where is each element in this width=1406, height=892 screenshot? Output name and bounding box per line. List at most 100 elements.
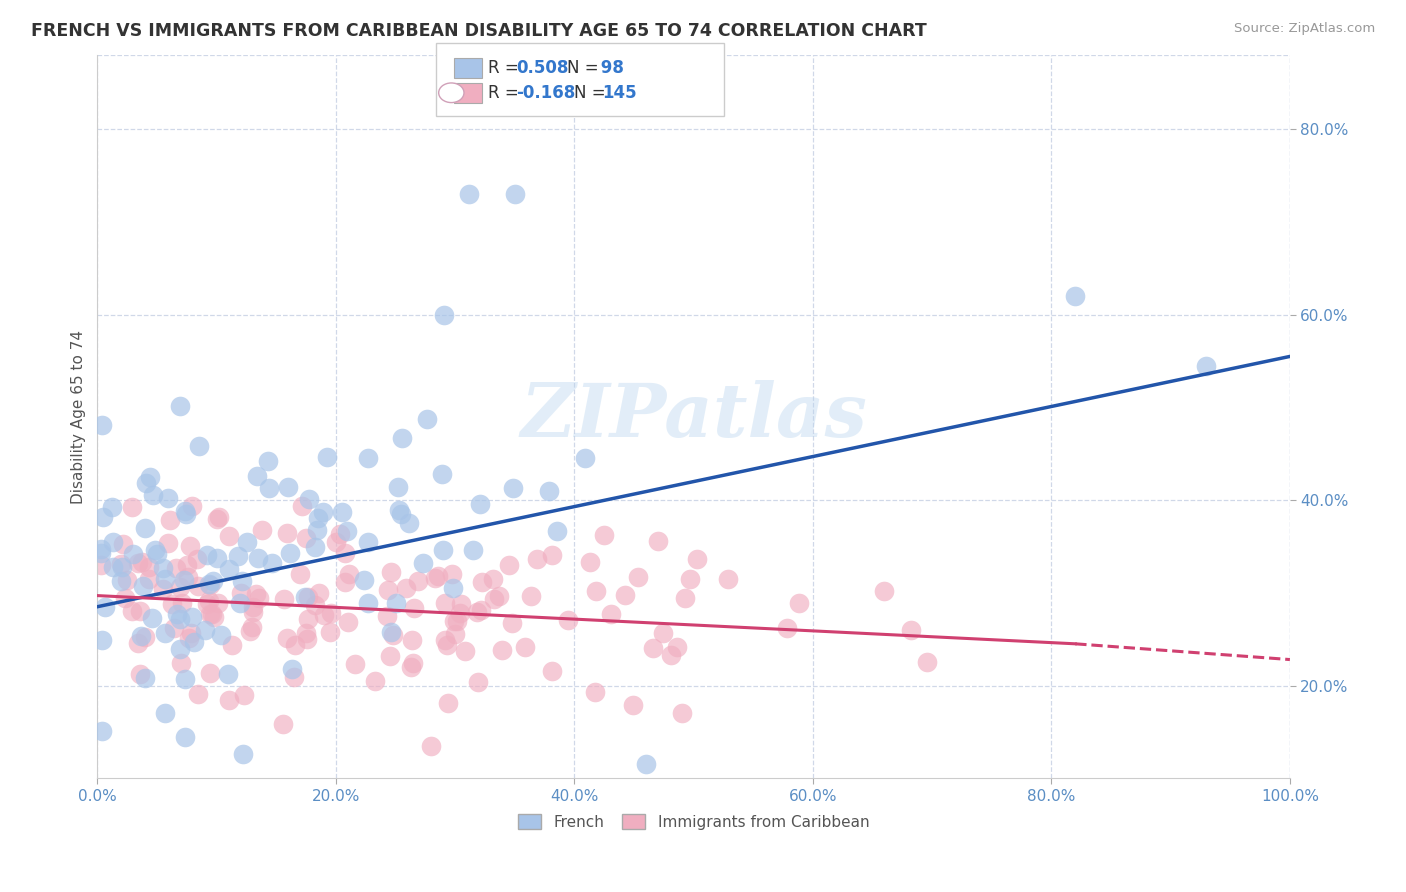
Point	[132, 579, 155, 593]
Point	[142, 488, 165, 502]
Point	[173, 672, 195, 686]
Text: FRENCH VS IMMIGRANTS FROM CARIBBEAN DISABILITY AGE 65 TO 74 CORRELATION CHART: FRENCH VS IMMIGRANTS FROM CARIBBEAN DISA…	[31, 22, 927, 40]
Point	[513, 640, 536, 654]
Point	[329, 526, 352, 541]
Point	[454, 643, 477, 657]
Point	[217, 666, 239, 681]
Point	[121, 500, 143, 514]
Point	[209, 628, 232, 642]
Point	[205, 511, 228, 525]
Point	[501, 615, 523, 630]
Point	[319, 606, 342, 620]
Point	[467, 674, 489, 689]
Point	[152, 582, 174, 596]
Point	[174, 730, 197, 744]
Point	[465, 605, 488, 619]
Text: ZIPatlas: ZIPatlas	[520, 380, 868, 453]
Point	[557, 613, 579, 627]
Text: N =: N =	[574, 84, 610, 102]
Point	[198, 578, 221, 592]
Point	[356, 450, 378, 465]
Point	[541, 548, 564, 562]
Point	[297, 590, 319, 604]
Point	[134, 671, 156, 685]
Point	[385, 596, 408, 610]
Point	[231, 574, 253, 588]
Point	[430, 467, 453, 481]
Point	[304, 598, 326, 612]
Point	[166, 607, 188, 622]
Point	[278, 546, 301, 560]
Point	[434, 596, 457, 610]
Point	[111, 560, 134, 574]
Point	[257, 453, 280, 467]
Point	[433, 632, 456, 647]
Text: R =: R =	[488, 84, 524, 102]
Point	[647, 533, 669, 548]
Point	[716, 573, 738, 587]
Point	[401, 632, 423, 647]
Point	[240, 620, 263, 634]
Point	[195, 597, 218, 611]
Point	[297, 632, 319, 647]
Text: 98: 98	[595, 59, 624, 77]
Point	[402, 601, 425, 615]
Point	[643, 640, 665, 655]
Point	[226, 549, 249, 563]
Point	[201, 607, 224, 621]
Point	[156, 491, 179, 505]
Point	[135, 475, 157, 490]
Point	[186, 551, 208, 566]
Point	[273, 592, 295, 607]
Point	[153, 572, 176, 586]
Point	[468, 497, 491, 511]
Point	[502, 481, 524, 495]
Point	[90, 558, 112, 572]
Point	[298, 491, 321, 506]
Point	[364, 673, 387, 688]
Point	[156, 536, 179, 550]
Point	[546, 524, 568, 538]
Point	[165, 561, 187, 575]
Point	[218, 693, 240, 707]
Point	[679, 572, 702, 586]
Point	[402, 656, 425, 670]
Point	[537, 483, 560, 498]
Point	[427, 569, 450, 583]
Point	[420, 739, 443, 753]
Point	[152, 560, 174, 574]
Text: N =: N =	[567, 59, 603, 77]
Point	[312, 607, 335, 622]
Point	[336, 615, 359, 629]
Point	[177, 570, 200, 584]
Point	[252, 523, 274, 537]
Point	[450, 598, 472, 612]
Point	[198, 607, 221, 622]
Point	[666, 640, 689, 654]
Point	[583, 685, 606, 699]
Point	[1195, 359, 1218, 373]
Point	[541, 664, 564, 678]
Point	[900, 623, 922, 637]
Text: 145: 145	[602, 84, 637, 102]
Point	[389, 507, 412, 521]
Point	[440, 567, 463, 582]
Point	[686, 551, 709, 566]
Point	[180, 625, 202, 640]
Point	[173, 573, 195, 587]
Legend: French, Immigrants from Caribbean: French, Immigrants from Caribbean	[512, 807, 876, 836]
Point	[236, 535, 259, 549]
Point	[498, 558, 520, 572]
Point	[634, 757, 657, 772]
Point	[333, 546, 356, 560]
Point	[482, 572, 505, 586]
Point	[207, 596, 229, 610]
Point	[141, 610, 163, 624]
Point	[121, 547, 143, 561]
Point	[463, 542, 485, 557]
Point	[153, 706, 176, 720]
Point	[183, 634, 205, 648]
Point	[177, 632, 200, 646]
Point	[208, 509, 231, 524]
Point	[139, 470, 162, 484]
